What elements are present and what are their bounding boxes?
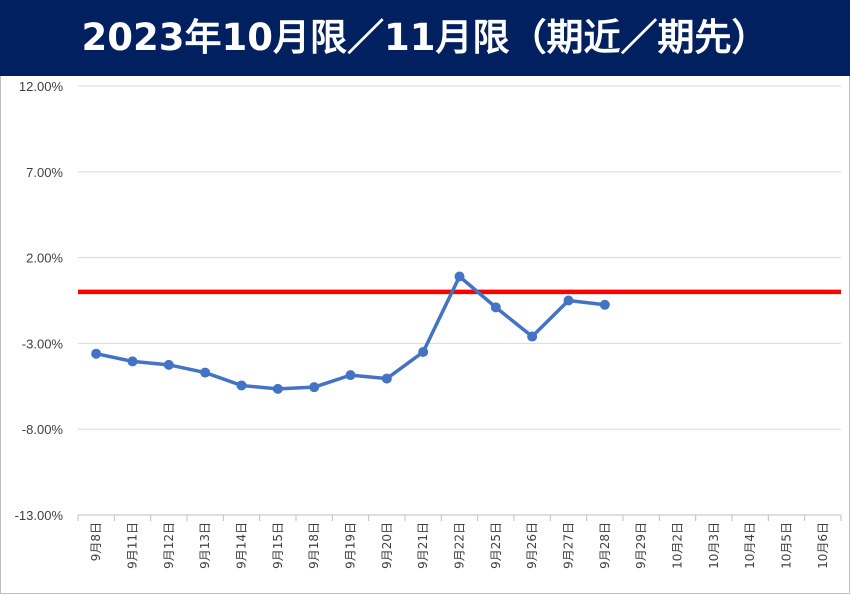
x-tick-label: 9月21日: [416, 522, 430, 569]
data-point: [272, 383, 283, 394]
x-tick-label: 9月26日: [525, 522, 539, 569]
grid-lines: [78, 85, 841, 516]
y-tick-label: -3.00%: [22, 336, 64, 351]
x-tick-label: 10月4日: [743, 522, 757, 569]
x-tick-label: 10月2日: [671, 522, 685, 569]
chart-title: 2023年10月限／11月限（期近／期先）: [81, 16, 769, 59]
title-bar: 2023年10月限／11月限（期近／期先）: [0, 0, 850, 76]
x-tick-label: 10月5日: [780, 522, 794, 569]
data-point: [163, 359, 174, 370]
x-tick-label: 9月28日: [598, 522, 612, 569]
y-tick-label: 7.00%: [26, 165, 63, 180]
x-tick-label: 10月6日: [816, 522, 830, 569]
data-point: [309, 382, 320, 393]
x-tick-label: 9月19日: [344, 522, 358, 569]
y-tick-label: -13.00%: [15, 508, 64, 523]
y-tick-label: 12.00%: [19, 79, 64, 94]
x-tick-label: 9月13日: [198, 522, 212, 569]
x-axis-ticks: 9月8日 9月11日 9月12日 9月13日 9月14日 9月15日 9月18日 9月19日 9…: [89, 522, 830, 569]
data-point: [599, 299, 610, 310]
x-tick-label: 9月25日: [489, 522, 503, 569]
x-tick-label: 9月27日: [562, 522, 576, 569]
data-point: [527, 331, 538, 342]
x-tick-label: 9月14日: [235, 522, 249, 569]
x-tick-label: 9月20日: [380, 522, 394, 569]
data-point: [454, 271, 465, 282]
data-point: [418, 346, 429, 357]
data-point: [127, 356, 138, 367]
data-point: [200, 367, 211, 378]
data-point: [91, 348, 102, 359]
y-axis-ticks: 12.00% 7.00% 2.00% -3.00% -8.00% -13.00%: [15, 79, 64, 523]
x-tick-label: 9月22日: [453, 522, 467, 569]
x-tick-label: 9月11日: [126, 522, 140, 569]
x-tick-label: 9月18日: [307, 522, 321, 569]
data-point: [345, 370, 356, 381]
series-group: [91, 271, 610, 394]
data-point: [381, 373, 392, 384]
y-tick-label: 2.00%: [26, 251, 63, 266]
data-point: [236, 380, 247, 391]
x-axis: [77, 514, 842, 521]
data-point: [563, 295, 574, 306]
x-tick-label: 9月12日: [162, 522, 176, 569]
x-tick-label: 9月8日: [89, 522, 103, 561]
x-tick-label: 9月15日: [271, 522, 285, 569]
data-point: [490, 302, 501, 313]
y-tick-label: -8.00%: [22, 422, 64, 437]
x-tick-label: 10月3日: [707, 522, 721, 569]
x-tick-label: 9月29日: [634, 522, 648, 569]
